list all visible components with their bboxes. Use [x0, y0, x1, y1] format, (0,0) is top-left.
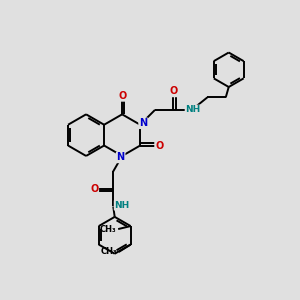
Text: CH₃: CH₃	[101, 248, 117, 256]
Text: N: N	[117, 152, 125, 162]
Text: O: O	[169, 86, 178, 96]
Text: NH: NH	[115, 201, 130, 210]
Text: NH: NH	[185, 105, 201, 114]
Text: CH₃: CH₃	[100, 225, 117, 234]
Text: O: O	[155, 140, 163, 151]
Text: O: O	[90, 184, 98, 194]
Text: O: O	[118, 91, 126, 101]
Text: N: N	[139, 118, 147, 128]
